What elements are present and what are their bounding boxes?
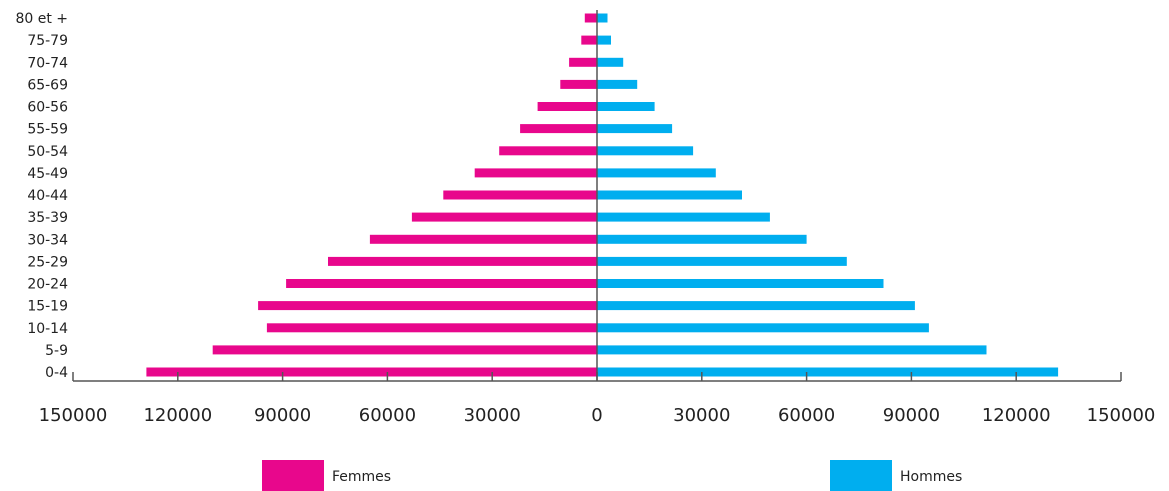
bar-hommes-11 — [597, 256, 847, 266]
x-tick-label: 0 — [591, 405, 602, 426]
bar-femmes-6 — [499, 146, 597, 156]
bar-femmes-4 — [537, 102, 597, 111]
category-label: 10-14 — [27, 321, 68, 337]
category-label: 0-4 — [45, 365, 68, 381]
bar-femmes-1 — [581, 35, 597, 45]
category-label: 70-74 — [27, 55, 68, 71]
bar-hommes-9 — [597, 212, 770, 222]
x-tick-label: 60000 — [778, 405, 835, 426]
category-labels: 80 et + 75-79 70-74 65-69 60-56 55-59 50-54 45-… — [15, 11, 68, 381]
bar-femmes-14 — [266, 323, 597, 333]
category-label: 65-69 — [27, 77, 68, 93]
x-tick-label: 30000 — [673, 405, 730, 426]
category-label: 40-44 — [27, 188, 68, 204]
bar-hommes-1 — [597, 35, 611, 45]
category-label: 20-24 — [27, 277, 68, 293]
bar-femmes-5 — [520, 124, 597, 134]
bar-hommes-10 — [597, 234, 807, 244]
bar-hommes-2 — [597, 57, 624, 67]
bar-femmes-2 — [569, 57, 597, 67]
category-label: 35-39 — [27, 210, 68, 226]
bar-hommes-7 — [597, 168, 716, 178]
legend: Femmes Hommes — [262, 460, 962, 491]
category-label: 75-79 — [27, 33, 68, 49]
x-tick-label: 150000 — [39, 405, 108, 426]
bar-hommes-5 — [597, 124, 673, 134]
x-tick-label: 120000 — [982, 405, 1051, 426]
bar-femmes-7 — [474, 168, 597, 178]
bar-hommes-12 — [597, 279, 884, 288]
category-label: 80 et + — [15, 11, 68, 27]
legend-swatch-femmes — [262, 460, 324, 491]
x-tick-label: 150000 — [1087, 405, 1156, 426]
bar-femmes-9 — [411, 212, 597, 222]
bar-hommes-15 — [597, 345, 987, 355]
category-label: 5-9 — [45, 343, 68, 359]
bar-femmes-3 — [560, 79, 597, 89]
category-label: 55-59 — [27, 122, 68, 138]
bar-femmes-12 — [286, 279, 597, 288]
bar-hommes-16 — [597, 367, 1059, 377]
bar-femmes-8 — [443, 190, 597, 200]
bar-femmes-0 — [584, 13, 597, 23]
bar-femmes-11 — [328, 256, 597, 266]
category-label: 15-19 — [27, 299, 68, 315]
bar-hommes-6 — [597, 146, 694, 156]
bar-femmes-16 — [146, 367, 597, 377]
x-tick-labels: 150000 120000 90000 60000 30000 0 30000 60000 90… — [39, 405, 1156, 426]
category-label: 45-49 — [27, 166, 68, 182]
x-tick-label: 30000 — [464, 405, 521, 426]
x-tick-label: 120000 — [143, 405, 212, 426]
category-label: 50-54 — [27, 144, 68, 160]
bar-hommes-14 — [597, 323, 929, 333]
bar-femmes-10 — [369, 234, 597, 244]
bars-group — [146, 13, 1059, 377]
bar-hommes-8 — [597, 190, 742, 200]
category-label: 25-29 — [27, 254, 68, 270]
legend-swatch-hommes — [830, 460, 892, 491]
bar-hommes-0 — [597, 13, 608, 23]
x-tick-label: 90000 — [254, 405, 311, 426]
bar-hommes-4 — [597, 102, 655, 111]
category-label: 30-34 — [27, 232, 68, 248]
x-tick-label: 90000 — [883, 405, 940, 426]
bar-femmes-13 — [258, 301, 597, 311]
x-tick-label: 60000 — [359, 405, 416, 426]
bar-hommes-3 — [597, 79, 638, 89]
axes-group — [72, 10, 1122, 382]
bar-femmes-15 — [212, 345, 597, 355]
legend-label-femmes: Femmes — [332, 469, 391, 485]
legend-label-hommes: Hommes — [900, 469, 962, 485]
category-label: 60-56 — [27, 100, 68, 116]
bar-hommes-13 — [597, 301, 915, 311]
